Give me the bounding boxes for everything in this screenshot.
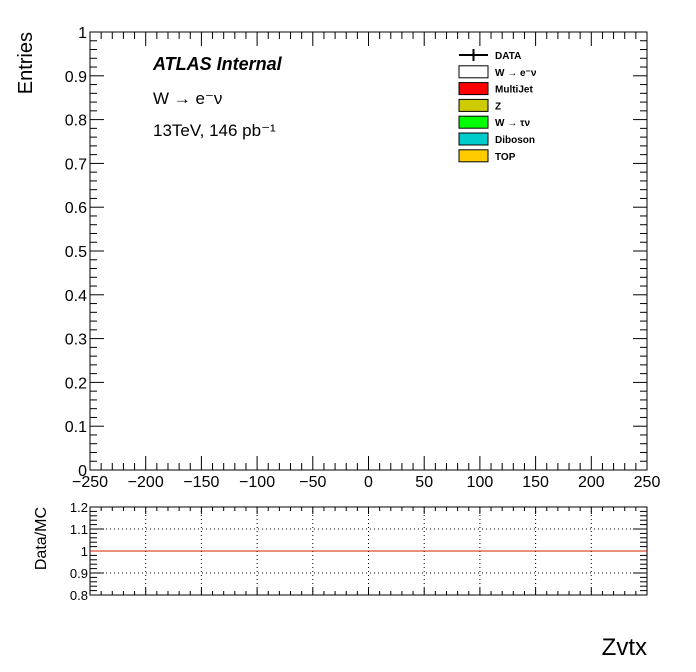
legend-label: Diboson: [495, 135, 535, 146]
legend-label: MultiJet: [495, 85, 533, 96]
x-tick-label: 250: [634, 474, 661, 491]
legend-entry: DATA: [459, 49, 521, 62]
legend-entry: Diboson: [458, 132, 535, 146]
ratio-y-tick-label: 1: [81, 544, 88, 559]
main-y-axis-tick-labels: 0 0.1 0.2 0.3 0.4 0.5 0.6 0.7 0.8 0.9 1: [65, 25, 87, 480]
legend-label: W → e⁻ν: [495, 68, 537, 79]
legend-label: DATA: [495, 51, 521, 62]
ratio-y-tick-label: 1.2: [70, 500, 88, 515]
x-tick-label: −50: [299, 474, 326, 491]
y-tick-label: 0.8: [65, 113, 87, 130]
ratio-y-tick-label: 1.1: [70, 522, 88, 537]
y-tick-label: 0.5: [65, 244, 87, 261]
legend: DATA W → e⁻ν MultiJet Z W → τν Diboson TOP: [458, 49, 537, 163]
legend-label: TOP: [495, 152, 516, 163]
main-y-axis-ticks: [90, 31, 647, 471]
x-tick-label: −150: [183, 474, 219, 491]
ratio-y-axis-label: Data/MC: [33, 507, 50, 570]
x-axis-label: Zvtx: [602, 634, 647, 661]
legend-entry: Z: [458, 98, 501, 112]
ratio-panel: 0.8 0.9 1 1.1 1.2 Data/MC Zvtx: [33, 500, 648, 661]
y-tick-label: 0.3: [65, 332, 87, 349]
y-tick-label: 0.2: [65, 375, 87, 392]
x-tick-label: −100: [239, 474, 275, 491]
main-x-axis-ticks: [89, 32, 648, 470]
y-tick-label: 0: [78, 463, 87, 480]
legend-swatch: [458, 115, 489, 129]
x-tick-label: 100: [467, 474, 494, 491]
y-tick-label: 0.9: [65, 69, 87, 86]
channel-label: W → e⁻ν: [153, 89, 222, 108]
x-tick-label: 200: [578, 474, 605, 491]
y-tick-label: 0.7: [65, 156, 87, 173]
ratio-x-axis-ticks: [89, 507, 648, 595]
x-tick-label: 50: [415, 474, 433, 491]
x-tick-label: −200: [128, 474, 164, 491]
legend-entry: W → τν: [458, 115, 530, 129]
legend-label: Z: [495, 101, 501, 112]
ratio-y-axis-tick-labels: 0.8 0.9 1 1.1 1.2: [70, 500, 88, 603]
legend-swatch: [458, 82, 489, 96]
atlas-internal-label: ATLAS Internal: [152, 54, 283, 74]
ratio-y-tick-label: 0.8: [70, 588, 88, 603]
legend-entry: TOP: [458, 149, 516, 163]
legend-marker-dot: [472, 53, 475, 57]
legend-swatch: [458, 98, 489, 112]
main-x-axis-tick-labels: −250 −200 −150 −100 −50 0 50 100 150 200 250: [72, 474, 660, 491]
y-tick-label: 1: [78, 25, 87, 42]
legend-swatch: [458, 149, 489, 163]
x-tick-label: 0: [364, 474, 373, 491]
luminosity-label: 13TeV, 146 pb⁻¹: [153, 121, 276, 140]
ratio-y-tick-label: 0.9: [70, 566, 88, 581]
legend-entry: MultiJet: [458, 82, 533, 96]
x-tick-label: 150: [522, 474, 549, 491]
y-tick-label: 0.6: [65, 200, 87, 217]
legend-label: W → τν: [495, 118, 530, 129]
legend-swatch: [458, 65, 489, 79]
y-tick-label: 0.4: [65, 288, 87, 305]
legend-swatch: [458, 132, 489, 146]
y-tick-label: 0.1: [65, 419, 87, 436]
main-panel: −250 −200 −150 −100 −50 0 50 100 150 200 250 00.10…: [15, 25, 660, 491]
x-tick-label: −250: [72, 474, 108, 491]
main-y-axis-label: Entries: [15, 32, 37, 94]
legend-entry: W → e⁻ν: [458, 65, 537, 79]
